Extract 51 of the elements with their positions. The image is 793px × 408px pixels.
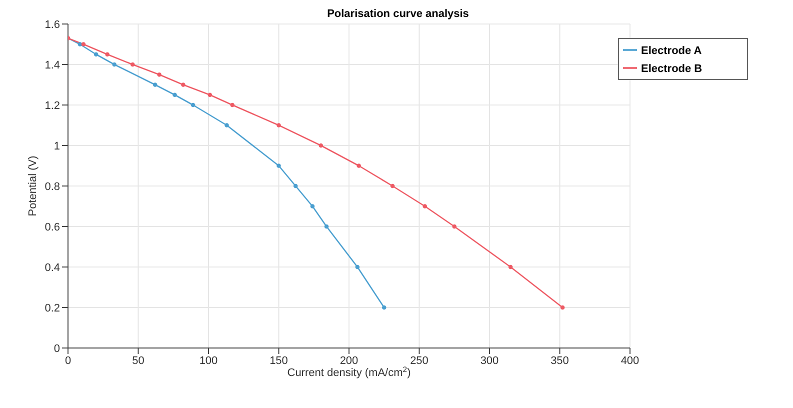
x-tick-label: 250 <box>410 354 428 367</box>
point <box>190 102 196 108</box>
x-tick-label: 400 <box>620 354 640 367</box>
point <box>181 82 186 87</box>
point <box>130 62 135 67</box>
x-tick-label: 300 <box>480 354 499 367</box>
point <box>382 305 386 310</box>
x-tick-label: 350 <box>550 354 569 367</box>
y-tick-label: 1.4 <box>44 59 60 72</box>
point <box>452 224 457 229</box>
point <box>356 164 361 168</box>
point <box>94 52 98 57</box>
point <box>230 102 235 108</box>
x-tick-label: 0 <box>64 354 72 367</box>
y-tick-label: 1.6 <box>44 18 60 31</box>
y-axis-title: Potential (V) <box>27 156 39 216</box>
point <box>81 42 86 46</box>
y-tick-label: 0.4 <box>44 262 60 274</box>
point <box>422 204 428 208</box>
legend-label: Electrode A <box>641 45 702 57</box>
point <box>276 164 281 168</box>
point <box>508 264 513 270</box>
x-axis-title: Current density (mA/cm$^{2}$) <box>287 364 411 379</box>
point <box>324 224 329 229</box>
y-tick-label: 0 <box>54 342 60 355</box>
x-tick-label: 150 <box>270 354 288 367</box>
point <box>310 204 315 208</box>
x-tick-label: 200 <box>340 354 358 367</box>
point <box>112 62 117 67</box>
point <box>560 305 565 310</box>
point <box>224 123 229 128</box>
chart-title: Polarisation curve analysis <box>326 8 470 20</box>
point <box>152 82 158 87</box>
legend-label: Electrode B <box>641 63 702 75</box>
y-tick-label: 0.6 <box>44 221 60 234</box>
point <box>293 184 298 188</box>
point <box>208 92 212 98</box>
point <box>105 52 110 57</box>
point <box>157 72 162 77</box>
y-tick-label: 1 <box>54 140 60 152</box>
point <box>172 92 177 98</box>
point <box>318 143 324 148</box>
x-tick-label: 50 <box>132 354 144 367</box>
point <box>390 184 395 188</box>
y-tick-label: 0.2 <box>44 302 60 314</box>
point <box>355 264 360 270</box>
y-tick-label: 1.2 <box>44 100 60 112</box>
x-tick-label: 100 <box>199 354 218 367</box>
y-tick-label: 0.8 <box>44 180 60 193</box>
point <box>78 42 82 46</box>
point <box>276 123 281 128</box>
